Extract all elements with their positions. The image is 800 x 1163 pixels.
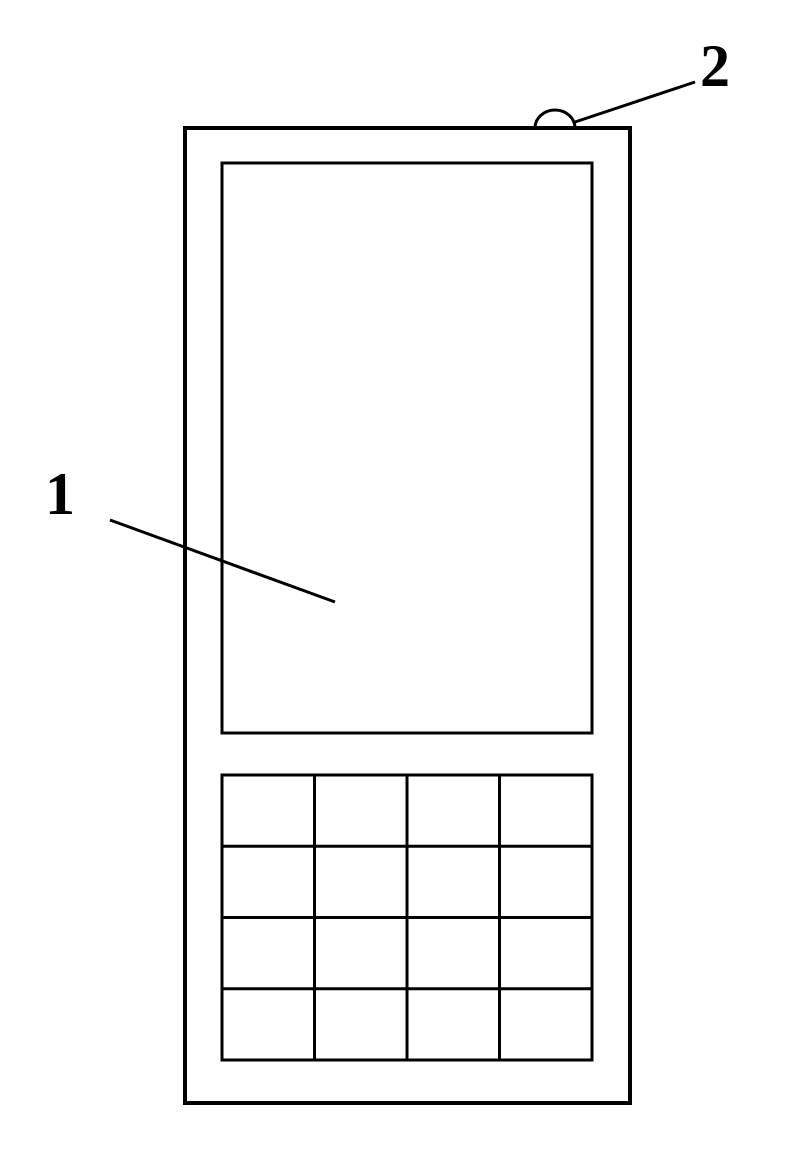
device-diagram: [0, 0, 800, 1163]
device-screen: [222, 163, 592, 733]
reference-label-2: 2: [700, 32, 730, 101]
leader-line-2: [575, 82, 695, 122]
antenna-bump: [535, 110, 575, 128]
reference-label-1: 1: [45, 460, 75, 529]
